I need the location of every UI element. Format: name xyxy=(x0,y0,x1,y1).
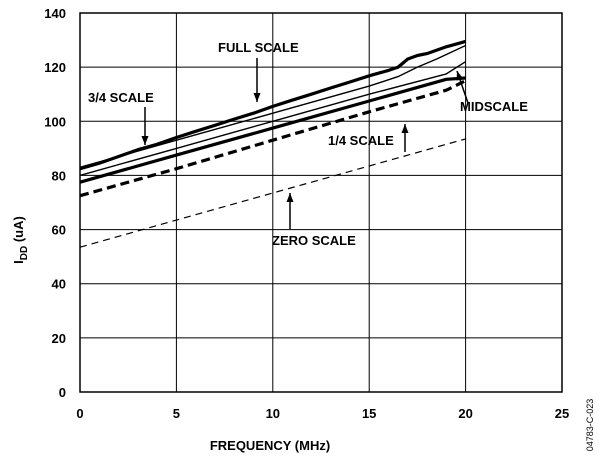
series-layer xyxy=(79,39,467,248)
series-line-1 xyxy=(79,39,467,171)
figure-id: 04783-C-023 xyxy=(585,399,595,452)
arrow-midscale-head xyxy=(456,71,464,81)
series-line-4 xyxy=(79,61,466,177)
series-line-3 xyxy=(79,76,466,184)
y-tick-label: 20 xyxy=(52,331,66,346)
x-tick-label: 0 xyxy=(76,406,83,421)
arrow-three-quarter-scale-head xyxy=(141,136,149,145)
y-axis-label-suffix: (uA) xyxy=(11,216,26,246)
x-tick-label: 10 xyxy=(266,406,280,421)
x-tick-label: 15 xyxy=(362,406,376,421)
arrow-zero-scale-head xyxy=(286,193,294,202)
series-line-6 xyxy=(79,138,466,248)
y-tick-label: 120 xyxy=(44,60,66,75)
x-axis-label: FREQUENCY (MHz) xyxy=(210,438,330,453)
arrow-full-scale-head xyxy=(253,93,261,102)
plot-frame xyxy=(79,12,563,393)
y-axis-label: IDD (uA) xyxy=(11,216,30,264)
y-tick-label: 100 xyxy=(44,114,66,129)
annotation-midscale: MIDSCALE xyxy=(460,99,528,114)
series-line-5 xyxy=(79,79,467,198)
annotation-zero-scale: ZERO SCALE xyxy=(272,233,356,248)
arrow-quarter-scale-head xyxy=(401,124,409,133)
y-tick-label: 60 xyxy=(52,223,66,238)
y-tick-label: 0 xyxy=(59,385,66,400)
annotation-three-quarter-scale: 3/4 SCALE xyxy=(88,90,154,105)
annotation-arrows xyxy=(141,58,469,229)
grid xyxy=(80,13,562,392)
y-axis-label-main: I xyxy=(11,260,26,264)
y-tick-label: 80 xyxy=(52,168,66,183)
series-line-2 xyxy=(79,44,466,168)
y-tick-label: 140 xyxy=(44,6,66,21)
y-tick-label: 40 xyxy=(52,277,66,292)
annotation-full-scale: FULL SCALE xyxy=(218,40,299,55)
y-axis-label-sub: DD xyxy=(19,246,30,260)
x-tick-label: 25 xyxy=(555,406,569,421)
tick-labels: 0 5 10 15 20 25 0 20 40 60 80 100 120 140 xyxy=(44,6,569,421)
annotation-quarter-scale: 1/4 SCALE xyxy=(328,133,394,148)
x-tick-label: 20 xyxy=(458,406,472,421)
x-tick-label: 5 xyxy=(173,406,180,421)
